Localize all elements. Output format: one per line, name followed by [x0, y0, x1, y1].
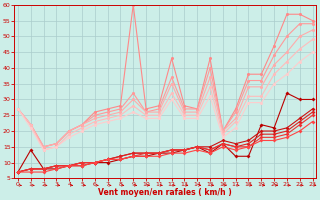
X-axis label: Vent moyen/en rafales ( km/h ): Vent moyen/en rafales ( km/h ) — [98, 188, 232, 197]
